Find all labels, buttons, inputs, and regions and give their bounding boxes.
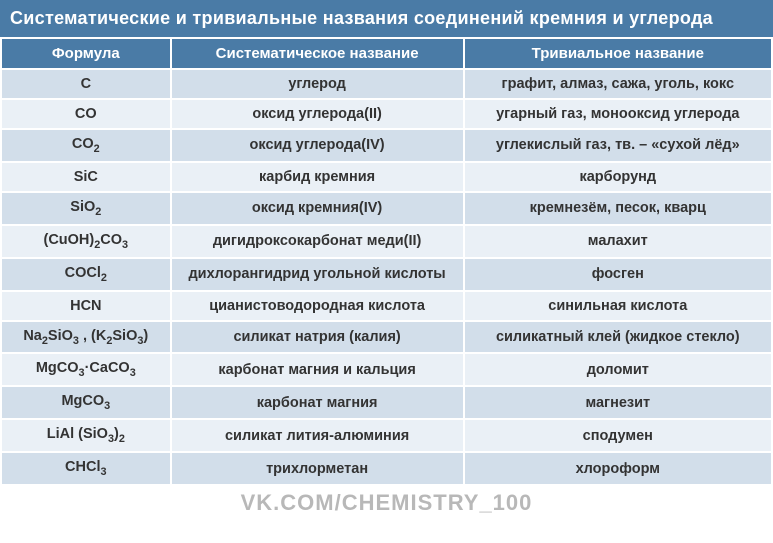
table-row: (CuOH)2CO3дигидроксокарбонат меди(II)мал… <box>1 225 772 258</box>
cell-formula: CO <box>1 99 171 129</box>
cell-formula: MgCO3·CaCO3 <box>1 353 171 386</box>
table-row: SiO2оксид кремния(IV)кремнезём, песок, к… <box>1 192 772 225</box>
cell-systematic: карбонат магния <box>171 386 464 419</box>
cell-systematic: карбонат магния и кальция <box>171 353 464 386</box>
cell-trivial: фосген <box>464 258 772 291</box>
table-header-row: Формула Систематическое название Тривиал… <box>1 38 772 69</box>
cell-trivial: угарный газ, монооксид углерода <box>464 99 772 129</box>
cell-formula: SiC <box>1 162 171 192</box>
cell-formula: SiO2 <box>1 192 171 225</box>
table-row: CO2оксид углерода(IV)углекислый газ, тв.… <box>1 129 772 162</box>
cell-systematic: дихлорангидрид угольной кислоты <box>171 258 464 291</box>
cell-trivial: карборунд <box>464 162 772 192</box>
cell-formula: CO2 <box>1 129 171 162</box>
cell-formula: MgCO3 <box>1 386 171 419</box>
col-header-systematic: Систематическое название <box>171 38 464 69</box>
cell-systematic: дигидроксокарбонат меди(II) <box>171 225 464 258</box>
cell-trivial: графит, алмаз, сажа, уголь, кокс <box>464 69 772 99</box>
col-header-formula: Формула <box>1 38 171 69</box>
cell-systematic: трихлорметан <box>171 452 464 485</box>
cell-formula: LiAl (SiO3)2 <box>1 419 171 452</box>
cell-trivial: малахит <box>464 225 772 258</box>
cell-systematic: оксид углерода(IV) <box>171 129 464 162</box>
cell-trivial: магнезит <box>464 386 772 419</box>
page-title: Систематические и тривиальные названия с… <box>0 0 773 37</box>
cell-trivial: синильная кислота <box>464 291 772 321</box>
table-row: COCl2дихлорангидрид угольной кислотыфосг… <box>1 258 772 291</box>
table-row: MgCO3карбонат магниямагнезит <box>1 386 772 419</box>
cell-formula: COCl2 <box>1 258 171 291</box>
cell-formula: Na2SiO3 , (K2SiO3) <box>1 321 171 354</box>
cell-systematic: силикат натрия (калия) <box>171 321 464 354</box>
cell-trivial: хлороформ <box>464 452 772 485</box>
cell-formula: CHCl3 <box>1 452 171 485</box>
col-header-trivial: Тривиальное название <box>464 38 772 69</box>
cell-formula: C <box>1 69 171 99</box>
cell-trivial: углекислый газ, тв. – «сухой лёд» <box>464 129 772 162</box>
cell-trivial: сподумен <box>464 419 772 452</box>
table-row: HCNцианистоводородная кислотасинильная к… <box>1 291 772 321</box>
table-row: LiAl (SiO3)2силикат лития-алюминиясподум… <box>1 419 772 452</box>
cell-formula: (CuOH)2CO3 <box>1 225 171 258</box>
table-row: SiCкарбид кремниякарборунд <box>1 162 772 192</box>
table-row: Na2SiO3 , (K2SiO3)силикат натрия (калия)… <box>1 321 772 354</box>
cell-systematic: оксид кремния(IV) <box>171 192 464 225</box>
compounds-table: Формула Систематическое название Тривиал… <box>0 37 773 486</box>
cell-systematic: силикат лития-алюминия <box>171 419 464 452</box>
cell-trivial: кремнезём, песок, кварц <box>464 192 772 225</box>
table-row: Cуглеродграфит, алмаз, сажа, уголь, кокс <box>1 69 772 99</box>
cell-formula: HCN <box>1 291 171 321</box>
cell-systematic: карбид кремния <box>171 162 464 192</box>
watermark-text: VK.COM/CHEMISTRY_100 <box>0 486 773 516</box>
table-row: MgCO3·CaCO3карбонат магния и кальциядоло… <box>1 353 772 386</box>
cell-trivial: доломит <box>464 353 772 386</box>
cell-systematic: углерод <box>171 69 464 99</box>
table-row: CHCl3трихлорметанхлороформ <box>1 452 772 485</box>
table-row: COоксид углерода(II)угарный газ, моноокс… <box>1 99 772 129</box>
cell-systematic: цианистоводородная кислота <box>171 291 464 321</box>
cell-systematic: оксид углерода(II) <box>171 99 464 129</box>
cell-trivial: силикатный клей (жидкое стекло) <box>464 321 772 354</box>
